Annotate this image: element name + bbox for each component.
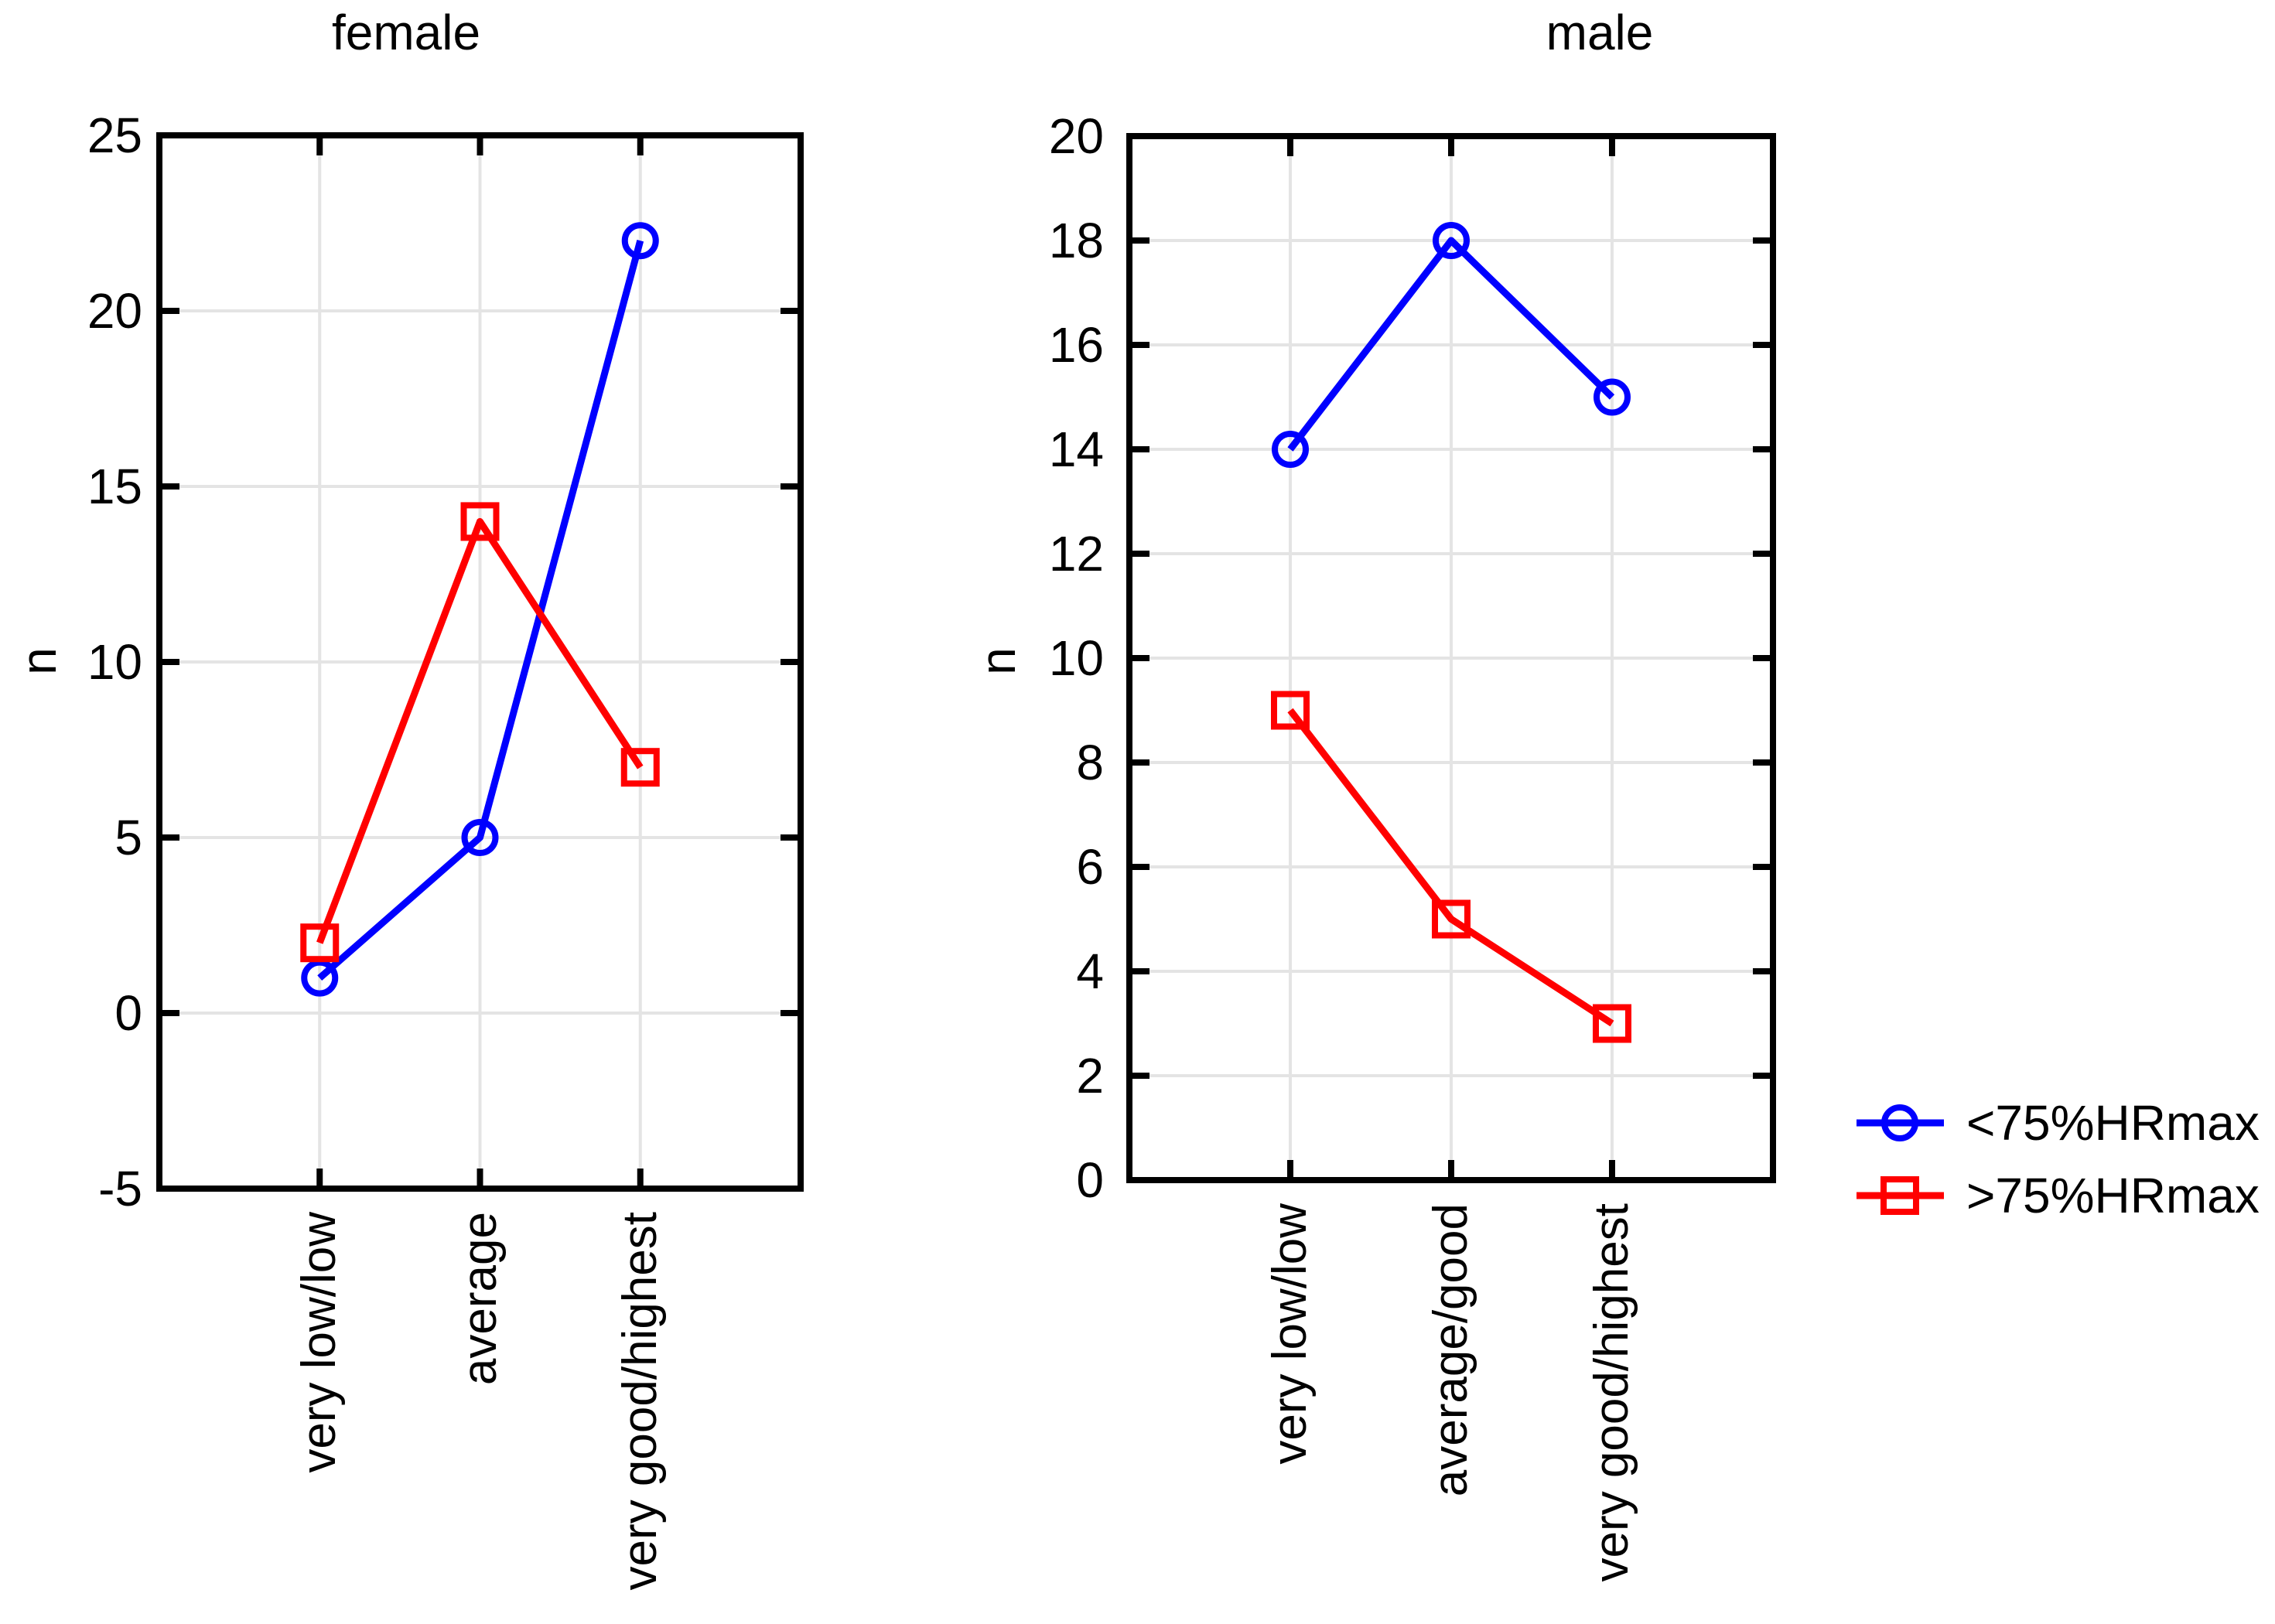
y-tick-label: 16 bbox=[1048, 317, 1104, 373]
x-category-label: very good/highest bbox=[613, 1212, 667, 1591]
x-category-label: very low/low bbox=[292, 1212, 347, 1473]
y-tick-label: 0 bbox=[1076, 1152, 1104, 1208]
legend-label-over75: >75%HRmax bbox=[1966, 1168, 2260, 1223]
y-tick-label: -5 bbox=[98, 1161, 142, 1216]
data-point-circle bbox=[1272, 431, 1309, 468]
data-point-circle bbox=[301, 959, 339, 997]
x-category-label: average/good bbox=[1424, 1203, 1477, 1497]
y-tick-label: 20 bbox=[87, 283, 142, 339]
series-line-red bbox=[316, 517, 644, 944]
data-point-square bbox=[460, 502, 500, 541]
x-category-label: average bbox=[453, 1212, 507, 1386]
series-line-blue bbox=[317, 240, 644, 981]
y-tick-label: 25 bbox=[87, 107, 142, 163]
y-tick-label: 12 bbox=[1048, 526, 1104, 582]
data-point-square bbox=[1432, 899, 1471, 939]
legend-marker-circle bbox=[1881, 1104, 1918, 1141]
data-point-circle bbox=[621, 222, 659, 260]
data-point-circle bbox=[1433, 222, 1470, 259]
legend-marker-square bbox=[1880, 1176, 1919, 1215]
y-tick-label: 18 bbox=[1048, 213, 1104, 268]
x-category-label: very good/highest bbox=[1585, 1203, 1638, 1582]
y-tick-label: 10 bbox=[87, 634, 142, 690]
y-tick-label: 20 bbox=[1048, 108, 1104, 164]
chart-title-male: male bbox=[1546, 5, 1654, 60]
y-tick-label: 6 bbox=[1076, 839, 1104, 895]
y-tick-label: 8 bbox=[1076, 735, 1104, 790]
data-point-circle bbox=[461, 819, 499, 856]
y-tick-label: 15 bbox=[87, 459, 142, 514]
data-point-square bbox=[1271, 691, 1310, 730]
series-line-blue bbox=[1287, 237, 1615, 452]
y-tick-label: 4 bbox=[1076, 943, 1104, 999]
x-category-label: very low/low bbox=[1263, 1203, 1317, 1465]
legend-label-under75: <75%HRmax bbox=[1966, 1095, 2260, 1151]
series-line-red bbox=[1287, 708, 1614, 1027]
chart-title-female: female bbox=[331, 5, 481, 60]
y-tick-label: 0 bbox=[114, 985, 142, 1041]
y-tick-label: 14 bbox=[1048, 421, 1104, 477]
y-tick-label: 2 bbox=[1076, 1048, 1104, 1104]
data-point-circle bbox=[1594, 378, 1631, 416]
data-point-square bbox=[620, 748, 660, 787]
y-tick-label: 5 bbox=[114, 810, 142, 865]
data-point-square bbox=[1593, 1004, 1631, 1043]
data-point-square bbox=[300, 923, 340, 963]
y-tick-label: 10 bbox=[1048, 630, 1104, 686]
